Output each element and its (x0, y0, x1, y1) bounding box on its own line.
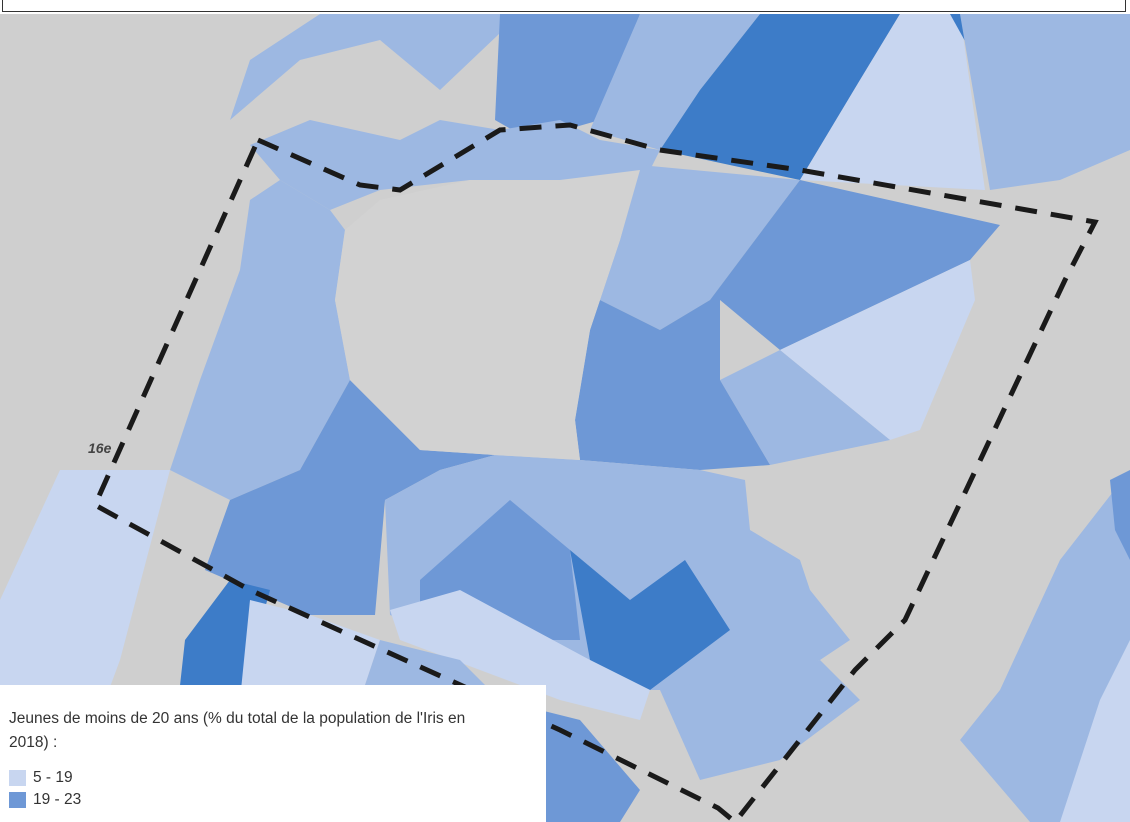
iris-zone (660, 14, 900, 180)
top-frame-bar (2, 0, 1126, 12)
legend-swatch (9, 770, 26, 786)
iris-zone (660, 660, 860, 780)
legend-item-label: 5 - 19 (33, 769, 73, 786)
legend-item-label: 19 - 23 (33, 791, 82, 808)
iris-zone (230, 14, 520, 120)
legend-item: 19 - 23 (9, 789, 538, 811)
study-area-boundary (91, 122, 1099, 822)
iris-zone (170, 180, 350, 500)
iris-zone (720, 350, 890, 465)
iris-zone (780, 260, 975, 440)
iris-zone (205, 380, 495, 615)
iris-zone (800, 14, 985, 190)
iris-zone (600, 165, 800, 330)
iris-zone (575, 300, 770, 470)
park-area (335, 170, 640, 460)
iris-zone (250, 120, 660, 210)
iris-zone (960, 14, 1130, 190)
iris-zone (240, 600, 380, 700)
map-legend: Jeunes de moins de 20 ans (% du total de… (0, 685, 546, 822)
iris-zone (390, 590, 650, 720)
iris-zone (960, 470, 1130, 822)
iris-zone (590, 14, 760, 150)
choropleth-map[interactable]: 16e (0, 14, 1130, 822)
legend-swatch (9, 792, 26, 808)
legend-item: 5 - 19 (9, 767, 538, 789)
iris-zone (1110, 470, 1130, 560)
iris-zone (1060, 640, 1130, 822)
iris-zone (570, 550, 730, 690)
iris-zone (710, 180, 1000, 350)
legend-items: 5 - 19 19 - 23 (9, 767, 538, 811)
arrondissement-label: 16e (88, 440, 112, 456)
legend-title: Jeunes de moins de 20 ans (% du total de… (9, 710, 466, 751)
